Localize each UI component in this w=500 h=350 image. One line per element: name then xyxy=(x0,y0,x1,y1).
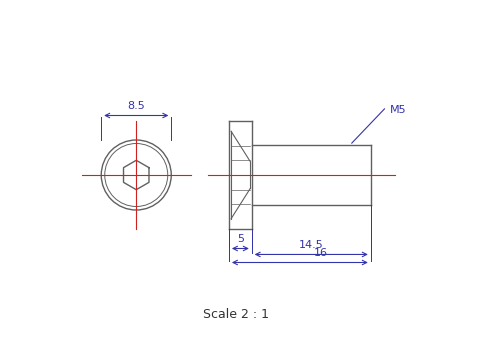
Text: 14.5: 14.5 xyxy=(299,240,324,250)
Text: M5: M5 xyxy=(390,105,406,115)
Text: 8.5: 8.5 xyxy=(128,101,145,111)
Text: Scale 2 : 1: Scale 2 : 1 xyxy=(203,308,269,322)
Text: 16: 16 xyxy=(314,248,328,258)
Text: 5: 5 xyxy=(237,234,244,244)
